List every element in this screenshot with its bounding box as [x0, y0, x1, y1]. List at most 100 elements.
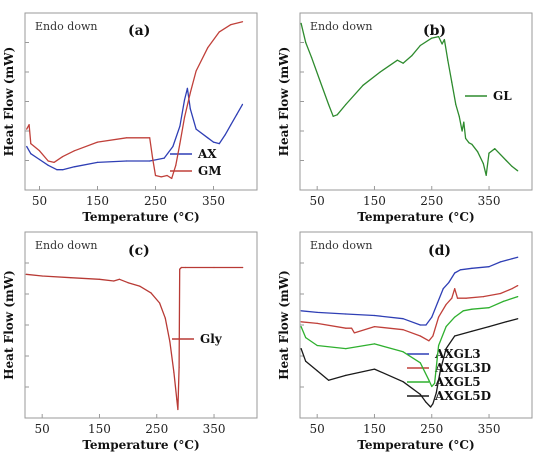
x-tick-label: 250 [420, 194, 443, 208]
data-point-gm [241, 21, 244, 23]
x-tick-label: 350 [202, 194, 225, 208]
data-point-gl [332, 115, 334, 117]
series-line-axgl3 [301, 256, 518, 326]
data-point-gm [28, 124, 30, 126]
data-point-axgl3 [300, 310, 302, 312]
x-axis-title: Temperature (°C) [82, 438, 199, 452]
data-point-gl [438, 36, 440, 38]
data-point-axgl3d [482, 296, 484, 298]
data-point-axgl3d [465, 297, 467, 299]
data-point-gm [207, 47, 209, 49]
data-point-axgl5 [502, 300, 504, 302]
data-point-axgl3 [442, 288, 444, 290]
data-point-ax [189, 108, 191, 110]
data-point-axgl5 [428, 379, 430, 381]
data-point-axgl3d [499, 292, 502, 295]
data-point-gm [171, 177, 173, 179]
data-point-gl [402, 62, 404, 64]
data-point-axgl3 [454, 272, 456, 274]
data-point-axgl3d [456, 297, 459, 299]
data-point-gl [505, 159, 507, 162]
data-point-axgl5d [505, 321, 507, 323]
x-tick-label: 50 [310, 194, 325, 208]
data-point-gl [488, 152, 490, 154]
data-point-gm [96, 141, 99, 143]
data-point-axgl3 [517, 256, 519, 258]
data-point-gm [47, 160, 49, 162]
data-point-axgl5 [300, 326, 302, 328]
data-point-gm [183, 116, 186, 119]
y-axis-title: Heat Flow (mW) [277, 47, 291, 157]
data-point-gl [494, 148, 496, 150]
x-axis-title: Temperature (°C) [357, 210, 474, 224]
x-tick-label: 50 [35, 422, 50, 436]
data-point-axgl3d [419, 335, 421, 337]
plot-frame [24, 12, 258, 191]
legend-label-ax: AX [197, 147, 217, 161]
data-point-axgl5d [517, 318, 519, 320]
data-point-axgl3 [488, 266, 490, 268]
panel-b: 50 150 250 350 Temperature (°C) Heat Flow (mW… [277, 12, 533, 224]
data-point-gly [180, 266, 182, 269]
data-point-ax [236, 114, 238, 116]
data-point-ax [241, 103, 244, 105]
legend-label-gm: GM [198, 164, 222, 178]
x-tick-label: 250 [144, 194, 167, 208]
legend-label-gly: Gly [200, 332, 223, 346]
data-point-gl [362, 84, 364, 86]
data-point-axgl5d [488, 326, 490, 328]
data-point-gm [175, 164, 177, 166]
x-axis-title: Temperature (°C) [357, 438, 474, 452]
data-point-gly [176, 398, 178, 400]
plot-frame [24, 231, 258, 419]
data-point-axgl5d [435, 392, 437, 394]
data-point-axgl5d [471, 330, 473, 332]
data-point-gly [169, 341, 171, 343]
data-point-gly [150, 292, 152, 294]
data-point-gl [300, 22, 302, 24]
data-point-gly [179, 268, 181, 270]
endo-down-annotation: Endo down [310, 239, 372, 252]
data-point-axgl5 [402, 351, 404, 353]
y-axis-title: Heat Flow (mW) [2, 47, 16, 157]
data-point-gl [443, 39, 445, 41]
data-point-gm [149, 137, 151, 139]
data-point-axgl5 [345, 348, 347, 350]
data-point-gl [451, 81, 453, 83]
data-point-axgl5d [430, 406, 432, 408]
data-point-axgl3d [428, 340, 430, 342]
data-point-axgl5 [431, 385, 433, 388]
legend-label-axgl3d: AXGL3D [434, 361, 491, 375]
panel-label: (d) [428, 243, 451, 259]
data-point-gm [179, 143, 181, 145]
data-point-axgl5d [345, 374, 347, 376]
x-tick-label: 250 [145, 422, 168, 436]
data-point-gm [195, 70, 197, 72]
endo-down-annotation: Endo down [35, 239, 97, 252]
data-point-axgl3d [451, 297, 453, 299]
data-point-axgl5 [488, 307, 490, 309]
panel-label: (c) [128, 243, 150, 259]
data-point-gly [70, 277, 72, 279]
endo-down-annotation: Endo down [35, 20, 97, 33]
x-tick-label: 250 [420, 422, 443, 436]
data-point-axgl3d [438, 316, 440, 318]
data-point-gm [125, 137, 128, 139]
x-tick-label: 150 [88, 422, 111, 436]
data-point-axgl3 [448, 281, 450, 283]
data-point-axgl5 [438, 344, 440, 347]
legend-label-gl: GL [493, 89, 512, 103]
data-point-gl [336, 114, 338, 116]
data-point-ax [179, 125, 181, 127]
data-point-axgl3d [432, 335, 434, 337]
data-point-gly [242, 266, 244, 269]
data-point-gl [431, 37, 433, 39]
data-point-gl [319, 80, 321, 82]
data-point-gl [305, 41, 307, 44]
data-point-ax [186, 87, 188, 89]
data-point-ax [73, 166, 75, 168]
data-point-gly [118, 278, 121, 280]
data-point-ax [38, 158, 41, 161]
x-tick-label: 50 [32, 194, 47, 208]
data-point-axgl3 [471, 267, 473, 269]
